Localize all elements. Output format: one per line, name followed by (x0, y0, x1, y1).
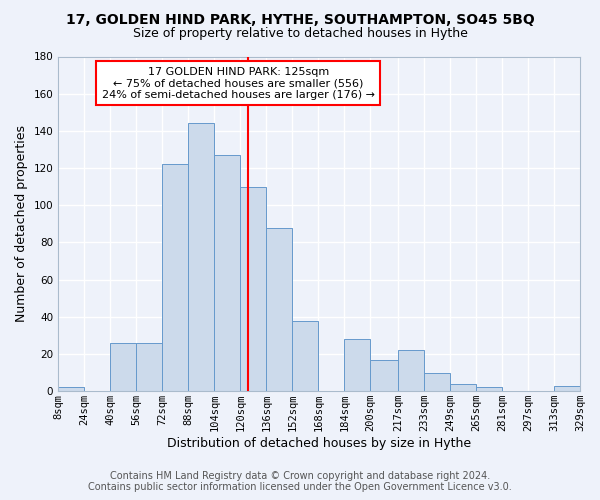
Text: 17 GOLDEN HIND PARK: 125sqm
← 75% of detached houses are smaller (556)
24% of se: 17 GOLDEN HIND PARK: 125sqm ← 75% of det… (101, 66, 374, 100)
Bar (344, 339, 370, 391)
Bar (476, 388, 502, 391)
Text: Size of property relative to detached houses in Hythe: Size of property relative to detached ho… (133, 28, 467, 40)
Bar (292, 320, 318, 391)
Bar (266, 228, 292, 391)
Bar (58, 388, 84, 391)
Bar (398, 350, 424, 391)
Text: 17, GOLDEN HIND PARK, HYTHE, SOUTHAMPTON, SO45 5BQ: 17, GOLDEN HIND PARK, HYTHE, SOUTHAMPTON… (65, 12, 535, 26)
Text: Contains HM Land Registry data © Crown copyright and database right 2024.
Contai: Contains HM Land Registry data © Crown c… (88, 471, 512, 492)
Bar (370, 360, 398, 391)
Bar (450, 384, 476, 391)
Bar (424, 372, 450, 391)
Bar (214, 155, 240, 391)
Bar (136, 343, 162, 391)
Bar (162, 164, 188, 391)
Y-axis label: Number of detached properties: Number of detached properties (15, 126, 28, 322)
Bar (110, 343, 136, 391)
Bar (554, 386, 580, 391)
Bar (188, 124, 214, 391)
X-axis label: Distribution of detached houses by size in Hythe: Distribution of detached houses by size … (167, 437, 471, 450)
Bar (240, 186, 266, 391)
